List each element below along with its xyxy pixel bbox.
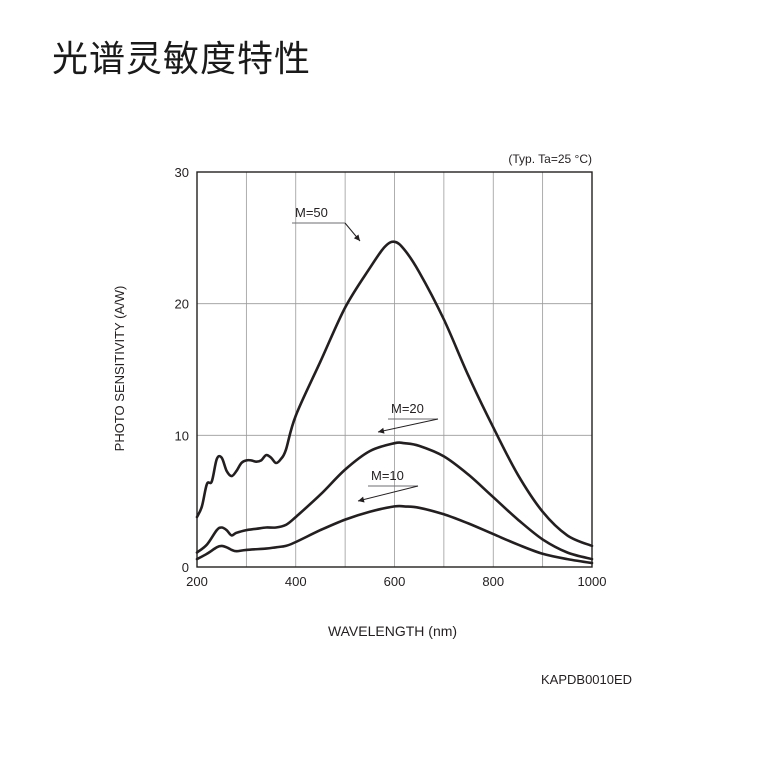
series-line-2 bbox=[195, 441, 594, 561]
x-tick-label: 600 bbox=[384, 574, 406, 589]
figure-code: KAPDB0010ED bbox=[541, 672, 633, 687]
condition-label: (Typ. Ta=25 °C) bbox=[508, 152, 592, 166]
series-label-arrowhead bbox=[358, 496, 365, 503]
y-tick-label: 0 bbox=[182, 560, 189, 575]
series-line-1 bbox=[195, 240, 594, 548]
series-line-3 bbox=[195, 504, 594, 565]
y-tick-label: 30 bbox=[175, 165, 189, 180]
y-tick-label: 10 bbox=[175, 428, 189, 443]
plot-frame bbox=[196, 171, 593, 568]
x-tick-label: 200 bbox=[186, 574, 208, 589]
series-label-arrowhead bbox=[378, 427, 385, 434]
series-label-leader bbox=[377, 418, 439, 433]
x-axis-label: WAVELENGTH (nm) bbox=[328, 623, 457, 639]
series-label-leader bbox=[357, 485, 419, 502]
tick-labels: 200 400 600 800 1000 0 10 20 30 bbox=[175, 165, 607, 589]
series-label: M=10 bbox=[371, 468, 404, 483]
x-tick-label: 400 bbox=[285, 574, 307, 589]
x-tick-label: 800 bbox=[482, 574, 504, 589]
series-label: M=50 bbox=[295, 205, 328, 220]
series-label: M=20 bbox=[391, 401, 424, 416]
y-axis-label: PHOTO SENSITIVITY (A/W) bbox=[112, 286, 127, 452]
page-title: 光谱灵敏度特性 bbox=[52, 39, 312, 80]
y-tick-label: 20 bbox=[175, 297, 189, 312]
grid-layer bbox=[197, 172, 592, 567]
series-label-arrowhead bbox=[353, 234, 360, 241]
x-tick-label: 1000 bbox=[578, 574, 607, 589]
series-layer: M=50 M=20 M=10 bbox=[195, 205, 594, 565]
